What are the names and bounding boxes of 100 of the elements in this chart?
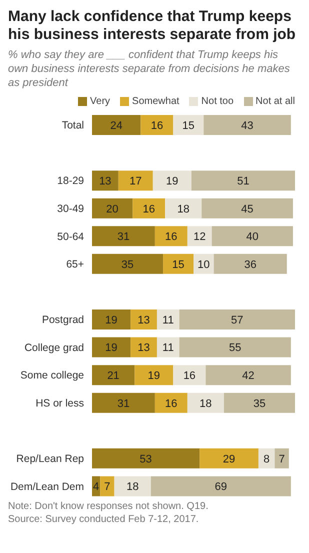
- data-label: 42: [242, 370, 254, 382]
- bar: [204, 115, 291, 135]
- bar: [154, 226, 188, 246]
- bar: [156, 310, 180, 330]
- y-tick-label: Postgrad: [42, 314, 84, 326]
- legend-label: Not too: [200, 96, 234, 107]
- bar: [92, 392, 155, 413]
- bar: [187, 392, 224, 413]
- data-label: 12: [193, 231, 206, 244]
- data-label: 19: [166, 175, 178, 188]
- bar: [165, 198, 202, 218]
- data-label: 20: [106, 203, 118, 216]
- bar: [92, 254, 164, 274]
- data-label: 13: [99, 175, 112, 188]
- data-label: 45: [241, 203, 254, 216]
- y-tick-label: 18-29: [57, 175, 84, 188]
- data-label: 16: [183, 370, 196, 382]
- bar: [191, 170, 295, 191]
- y-tick-label: HS or less: [36, 397, 84, 410]
- bar: [187, 226, 212, 246]
- bar: [274, 448, 289, 468]
- bar: [130, 310, 157, 330]
- bar: [173, 115, 204, 135]
- data-label: 69: [214, 481, 228, 494]
- data-label: 10: [198, 258, 210, 271]
- y-tick-label: Rep/Lean Rep: [16, 453, 84, 466]
- data-label: 17: [130, 175, 142, 188]
- data-label: 24: [110, 120, 122, 132]
- chart-title: Many lack confidence that Trump keeps his business interests separate from job: [8, 8, 297, 44]
- legend-label: Very: [89, 96, 110, 107]
- data-label: 18: [177, 203, 190, 216]
- data-label: 18: [126, 481, 139, 494]
- data-label: 43: [241, 120, 254, 132]
- data-label: 13: [138, 342, 150, 354]
- data-label: 18: [200, 398, 212, 410]
- bar: [140, 115, 174, 135]
- bar: [179, 310, 295, 330]
- legend-label: Somewhat: [131, 96, 180, 107]
- data-label: 19: [105, 342, 118, 354]
- y-tick-label: 65+: [66, 258, 84, 271]
- bar: [212, 226, 293, 246]
- bar: [92, 115, 141, 135]
- data-label: 13: [138, 314, 150, 326]
- y-tick-label: Some college: [20, 370, 84, 382]
- data-label: 36: [244, 258, 256, 271]
- y-tick-label: College grad: [24, 342, 84, 354]
- data-label: 51: [237, 175, 250, 188]
- bar: [92, 448, 200, 468]
- bar: [92, 310, 131, 330]
- bar: [100, 476, 114, 496]
- data-label: 35: [253, 398, 266, 410]
- data-label: 57: [231, 314, 244, 326]
- bar: [92, 365, 135, 386]
- data-label: 15: [172, 258, 184, 271]
- data-label: 31: [117, 231, 130, 244]
- bar: [92, 337, 131, 358]
- data-label: 55: [228, 342, 242, 354]
- data-label: 31: [117, 398, 130, 410]
- bar: [194, 254, 214, 274]
- bar: [92, 170, 118, 191]
- data-label: 16: [150, 120, 164, 132]
- data-label: 16: [165, 231, 178, 244]
- y-tick-label: Dem/Lean Dem: [10, 480, 84, 493]
- bar: [152, 170, 192, 191]
- data-label: 11: [162, 314, 174, 326]
- data-label: 7: [278, 453, 285, 466]
- data-label: 16: [142, 203, 155, 216]
- legend-label: Not at all: [254, 96, 295, 107]
- data-label: 40: [246, 231, 258, 244]
- bar: [118, 170, 153, 191]
- data-label: 11: [162, 342, 174, 354]
- text: Note: Don't know responses not shown. Q19.: [8, 500, 210, 513]
- bar: [130, 337, 157, 358]
- bar: [173, 365, 206, 386]
- data-label: 19: [105, 314, 118, 326]
- y-tick-label: 50-64: [57, 230, 84, 243]
- y-tick-label: Total: [62, 120, 84, 132]
- bar: [200, 448, 258, 468]
- data-label: 29: [222, 453, 236, 466]
- bar: [214, 254, 287, 274]
- chart-subtitle: % who say they are ___ confident that Trump keeps his own business interests separate from decisions he makes as president: [8, 48, 291, 90]
- bar: [92, 198, 133, 218]
- bar: [163, 254, 194, 274]
- bar: [154, 392, 188, 413]
- bar: [150, 476, 291, 496]
- data-label: 15: [182, 120, 195, 132]
- data-label: 4: [92, 481, 100, 494]
- bar: [132, 198, 166, 218]
- bar: [134, 365, 174, 386]
- bar: [179, 337, 291, 358]
- data-label: 21: [107, 370, 120, 382]
- data-label: 16: [165, 398, 178, 410]
- bar: [206, 365, 291, 386]
- bar: [114, 476, 151, 496]
- source-note: Source: Survey conducted Feb 7-12, 2017.: [8, 513, 200, 526]
- data-label: 8: [264, 453, 270, 466]
- bar: [202, 198, 293, 218]
- bar: [156, 337, 180, 358]
- y-tick-label: 30-49: [57, 202, 84, 215]
- data-label: 7: [104, 481, 110, 494]
